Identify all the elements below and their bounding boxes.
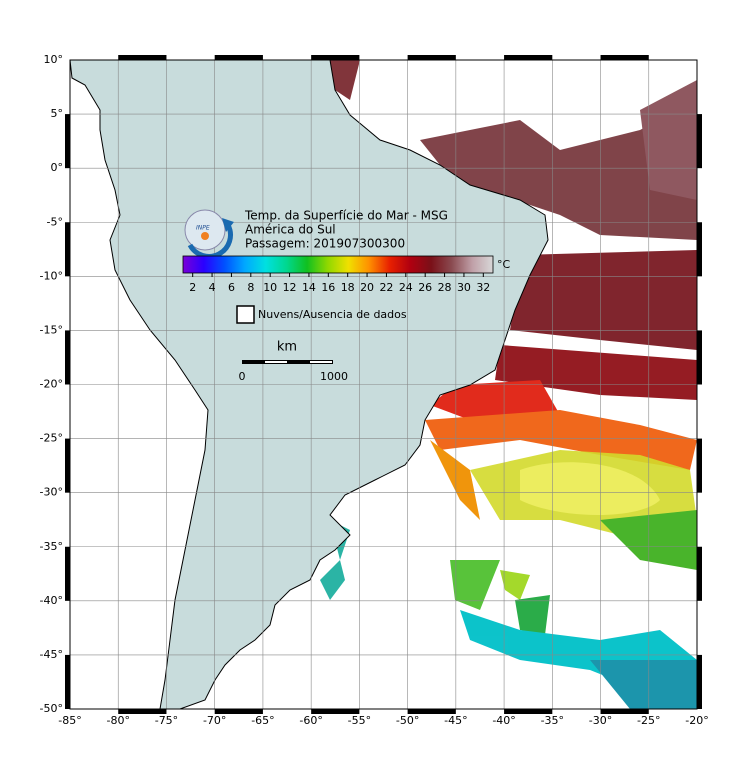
lon-label: -55° — [348, 714, 371, 727]
frame-bar — [407, 55, 456, 60]
frame-bar — [697, 546, 702, 601]
subtitle-line: América do Sul — [245, 223, 336, 237]
map-area — [70, 60, 697, 709]
logo-globe — [184, 209, 226, 251]
frame-bar — [118, 55, 167, 60]
pass-line: Passagem: 201907300300 — [245, 237, 405, 251]
lat-label: -45° — [40, 648, 63, 661]
lon-label: -20° — [685, 714, 708, 727]
lat-label: -25° — [40, 432, 63, 445]
lon-label: -85° — [58, 714, 81, 727]
logo-text: INPE — [196, 225, 210, 232]
graticule — [70, 60, 697, 709]
frame-bar — [697, 654, 702, 709]
lat-label: 5° — [51, 107, 64, 120]
scale-bar-segment — [265, 361, 287, 363]
frame-bar — [504, 709, 553, 714]
colorbar-unit: °C — [497, 258, 511, 271]
scale-label: 1000 — [320, 370, 348, 383]
frame-bar — [65, 222, 70, 277]
scale-bar-segment — [310, 361, 332, 363]
frame-bar — [697, 222, 702, 277]
colorbar: 2 4 6 8 10 12 14 16 18 20 22 24 26 28 30 32 — [182, 255, 494, 294]
colorbar-label: 8 — [247, 281, 254, 294]
frame-bar — [504, 55, 553, 60]
frame-bar — [697, 330, 702, 385]
frame-bar — [65, 330, 70, 385]
colorbar-label: 30 — [457, 281, 471, 294]
frame-bar — [65, 438, 70, 493]
lon-label: -65° — [251, 714, 274, 727]
lat-label: -35° — [40, 540, 63, 553]
colorbar-label: 4 — [209, 281, 216, 294]
lon-label: -25° — [637, 714, 660, 727]
frame-bar — [600, 709, 649, 714]
frame-bar — [65, 654, 70, 709]
lat-label: -10° — [40, 269, 63, 282]
lat-label: -50° — [40, 702, 63, 715]
colorbar-label: 6 — [228, 281, 235, 294]
lat-label: -15° — [40, 323, 63, 336]
colorbar-label: 16 — [321, 281, 335, 294]
lon-label: -75° — [155, 714, 178, 727]
frame-bar — [600, 55, 649, 60]
lat-label: -40° — [40, 594, 63, 607]
frame-bar — [65, 546, 70, 601]
frame-bar — [311, 709, 360, 714]
colorbar-scale — [182, 255, 494, 274]
scale-label: 0 — [239, 370, 246, 383]
colorbar-label: 32 — [476, 281, 490, 294]
lat-label: -5° — [47, 215, 63, 228]
frame-bar — [118, 709, 167, 714]
colorbar-label: 12 — [283, 281, 297, 294]
sst-field — [320, 60, 697, 709]
colorbar-label: 24 — [399, 281, 413, 294]
colorbar-label: 28 — [438, 281, 452, 294]
lon-label: -30° — [589, 714, 612, 727]
colorbar-label: 2 — [189, 281, 196, 294]
frame-bars — [65, 55, 702, 714]
frame-bar — [697, 438, 702, 493]
lat-label: 0° — [51, 161, 64, 174]
lon-label: -40° — [492, 714, 515, 727]
logo-arc — [187, 223, 233, 259]
colorbar-label: 22 — [379, 281, 393, 294]
colorbar-label: 20 — [360, 281, 374, 294]
scale-bar — [242, 360, 333, 364]
frame-bar — [407, 709, 456, 714]
colorbar-label: 10 — [263, 281, 277, 294]
lon-label: -60° — [299, 714, 322, 727]
frame-bar — [311, 55, 360, 60]
legend-swatch — [236, 305, 255, 324]
lon-label: -80° — [106, 714, 129, 727]
legend-label: Nuvens/Ausencia de dados — [258, 308, 407, 321]
colorbar-label: 14 — [302, 281, 316, 294]
lon-label: -50° — [396, 714, 419, 727]
lon-label: -45° — [444, 714, 467, 727]
colorbar-label: 26 — [418, 281, 432, 294]
logo: INPE — [184, 209, 234, 259]
frame-bar — [214, 709, 263, 714]
logo-sun — [201, 232, 209, 240]
colorbar-label: 18 — [341, 281, 355, 294]
frame-bar — [214, 55, 263, 60]
frame-bar — [697, 114, 702, 169]
title-line: Temp. da Superfície do Mar - MSG — [244, 209, 448, 223]
lat-label: -30° — [40, 486, 63, 499]
lat-label: -20° — [40, 378, 63, 391]
frame-bar — [65, 114, 70, 169]
lat-label: 10° — [44, 53, 64, 66]
lon-label: -35° — [541, 714, 564, 727]
scale-unit: km — [277, 340, 297, 355]
logo-arrow — [222, 218, 234, 232]
lon-label: -70° — [203, 714, 226, 727]
